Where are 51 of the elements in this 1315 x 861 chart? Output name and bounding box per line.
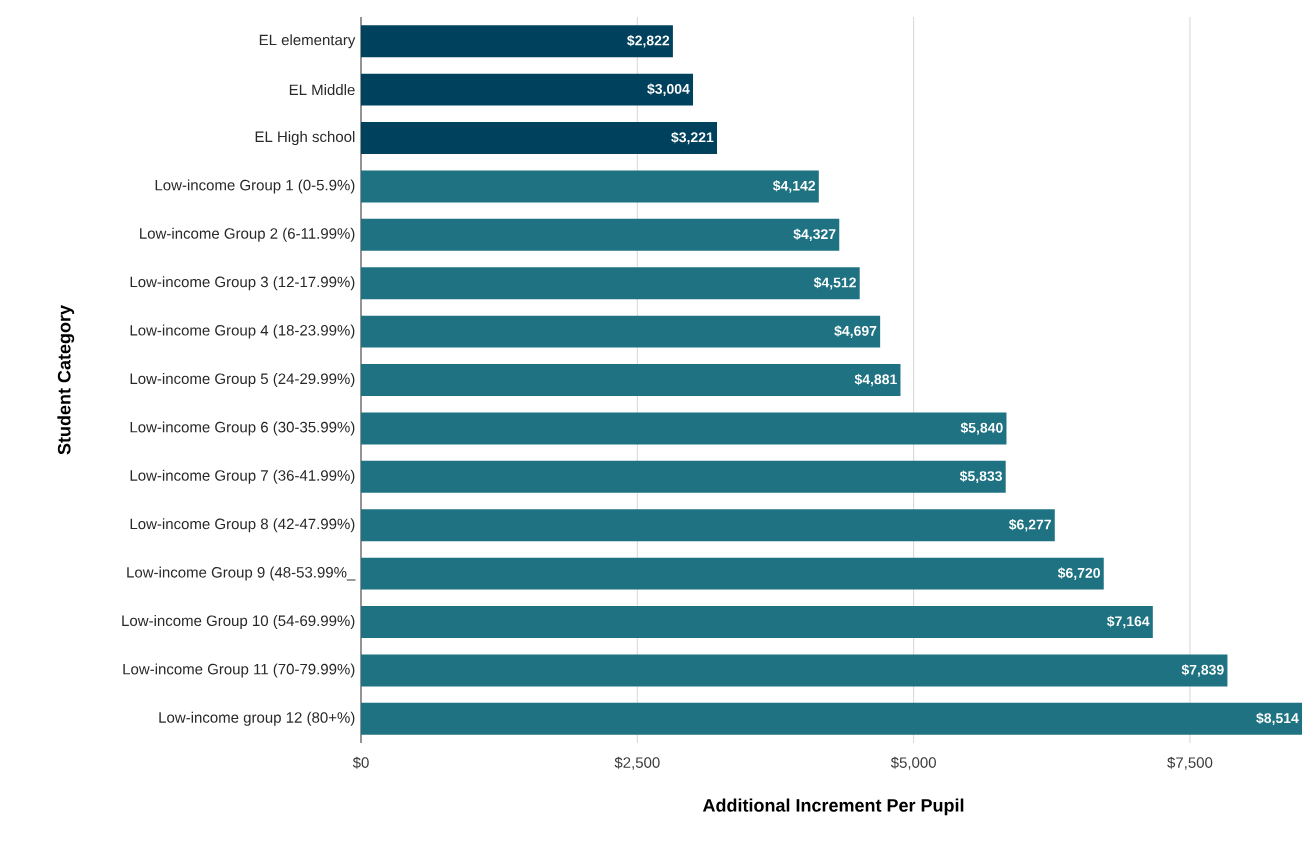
y-tick-label: Low-income Group 5 (24-29.99%)	[130, 373, 355, 387]
bar	[361, 412, 1007, 445]
bar	[361, 218, 840, 251]
data-label: $4,697	[834, 325, 877, 338]
y-tick-label: Low-income Group 2 (6-11.99%)	[140, 227, 355, 242]
data-label: $4,327	[793, 228, 836, 242]
y-tick-label: EL elementary	[259, 34, 356, 49]
bar	[361, 170, 819, 203]
bar	[361, 364, 901, 396]
data-label: $7,164	[1106, 615, 1150, 629]
data-label: $5,833	[959, 470, 1002, 484]
data-label: $5,840	[960, 422, 1003, 435]
x-tick-label: $2,500	[614, 756, 660, 770]
y-tick-label: Low-income Group 1 (0-5.9%)	[155, 179, 355, 194]
y-tick-label: Low-income Group 11 (70-79.99%)	[123, 663, 355, 678]
data-label: $2,822	[627, 34, 670, 48]
x-tick-label: $7,500	[1167, 756, 1213, 770]
data-label: $6,720	[1057, 567, 1100, 580]
bar	[361, 606, 1153, 638]
y-tick-label: Low-income Group 9 (48-53.99%_	[127, 566, 356, 581]
bar	[361, 315, 881, 348]
data-label: $4,512	[813, 276, 856, 290]
bar	[361, 557, 1104, 590]
y-tick-label: Low-income Group 8 (42-47.99%)	[130, 518, 355, 533]
bar	[361, 460, 1006, 493]
x-tick-label: $0	[352, 756, 369, 769]
y-tick-label: Low-income Group 4 (18-23.99%)	[130, 324, 355, 339]
x-axis-title: Additional Increment Per Pupil	[702, 798, 964, 816]
bar	[361, 509, 1055, 542]
bar	[361, 702, 1303, 735]
y-tick-label: Low-income Group 3 (12-17.99%)	[130, 276, 355, 291]
data-label: $8,514	[1256, 712, 1299, 726]
bar	[361, 267, 860, 300]
bar	[361, 25, 673, 58]
y-tick-label: Low-income Group 6 (30-35.99%)	[130, 421, 355, 436]
y-tick-label: Low-income group 12 (80+%)	[159, 711, 355, 726]
bar	[361, 654, 1228, 687]
y-axis-title: Student Category	[57, 305, 75, 455]
x-tick-label: $5,000	[890, 756, 936, 770]
y-tick-label: Low-income Group 10 (54-69.99%)	[122, 615, 355, 629]
data-label: $6,277	[1008, 518, 1051, 532]
data-label: $3,004	[647, 83, 690, 96]
data-label: $3,221	[671, 131, 714, 145]
data-label: $4,881	[854, 373, 897, 387]
bar	[361, 122, 718, 154]
bar	[361, 73, 694, 106]
y-tick-label: Low-income Group 7 (36-41.99%)	[130, 469, 355, 484]
data-label: $4,142	[772, 180, 816, 193]
y-tick-label: EL Middle	[289, 84, 355, 96]
data-label: $7,839	[1181, 664, 1224, 677]
y-tick-label: EL High school	[255, 131, 355, 145]
